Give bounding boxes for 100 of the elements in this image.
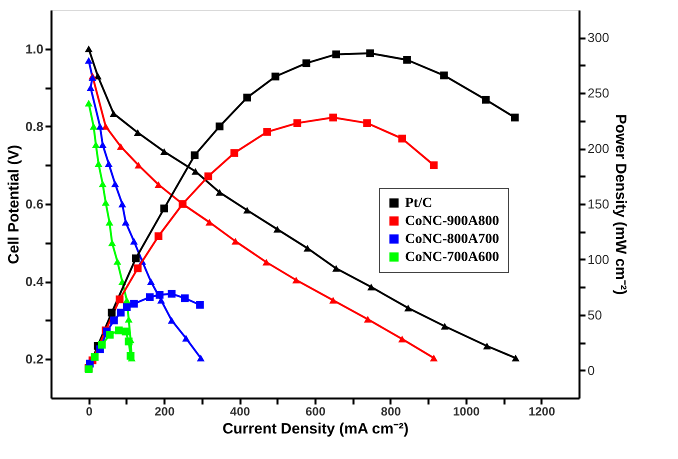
point — [192, 168, 200, 175]
point — [130, 300, 138, 308]
legend-label: Pt/C — [405, 196, 432, 211]
point — [292, 276, 300, 284]
point — [106, 218, 114, 226]
point — [190, 151, 199, 160]
point — [94, 160, 102, 167]
point — [134, 162, 142, 169]
legend-label: CoNC-900A800 — [405, 214, 500, 229]
y2-tick-label: 200 — [588, 141, 610, 156]
y-tick-label: 0.2 — [25, 352, 44, 367]
x-tick-label: 1200 — [528, 404, 556, 418]
point — [403, 56, 411, 64]
point — [332, 50, 340, 58]
point — [134, 129, 142, 136]
point — [511, 114, 519, 122]
point — [160, 148, 168, 155]
y-tick-label: 0.8 — [25, 118, 44, 134]
x-axis-title: Current Density (mA cm⁻²) — [222, 420, 409, 438]
point — [398, 336, 406, 342]
point — [366, 49, 374, 58]
legend-label: CoNC-800A700 — [405, 232, 500, 247]
point — [262, 258, 270, 266]
point — [243, 206, 251, 214]
y2-axis-title: Power Density (mW cm⁻²) — [612, 114, 630, 295]
y-axis-title: Cell Potential (V) — [5, 144, 22, 264]
x-tick-label: 200 — [154, 404, 175, 418]
point — [512, 354, 520, 362]
point — [92, 141, 100, 148]
point — [116, 143, 125, 150]
x-tick-label: 800 — [380, 404, 402, 418]
point — [482, 96, 490, 104]
point — [230, 149, 238, 157]
y2-tick-label: 300 — [588, 30, 610, 46]
point — [130, 238, 138, 245]
point — [124, 316, 133, 323]
point — [84, 57, 93, 64]
point — [110, 316, 118, 324]
x-tick-label: 0 — [86, 404, 93, 418]
y2-tick-label: 50 — [588, 307, 602, 322]
point — [122, 218, 130, 226]
point — [206, 218, 214, 226]
point — [108, 239, 116, 246]
point — [304, 244, 312, 252]
x-tick-label: 600 — [305, 404, 326, 418]
y2-tick-label: 100 — [588, 252, 610, 267]
point — [104, 160, 113, 167]
y-tick-label: 0.4 — [25, 274, 44, 290]
point — [84, 100, 93, 106]
point — [98, 180, 107, 188]
point — [116, 295, 124, 304]
point — [196, 354, 205, 362]
point — [134, 264, 142, 272]
point — [132, 254, 140, 262]
point — [126, 352, 134, 360]
point — [293, 119, 302, 127]
point — [86, 84, 94, 91]
point — [90, 123, 98, 130]
point — [182, 334, 190, 342]
point — [263, 128, 271, 136]
point — [168, 317, 176, 324]
point — [404, 304, 412, 312]
point — [364, 316, 372, 323]
point — [216, 122, 224, 130]
point — [332, 265, 340, 272]
point — [430, 354, 438, 362]
point — [243, 94, 251, 102]
point — [96, 123, 104, 130]
point — [146, 293, 154, 301]
point — [272, 72, 280, 80]
point — [363, 119, 371, 127]
point — [440, 72, 448, 80]
point — [168, 290, 176, 298]
point — [118, 200, 126, 208]
point — [156, 291, 164, 299]
point — [108, 308, 116, 317]
point — [84, 45, 93, 52]
point — [440, 322, 449, 330]
x-tick-label: 400 — [230, 404, 250, 418]
point — [160, 204, 168, 212]
point — [114, 258, 122, 265]
point — [273, 226, 282, 233]
y2-tick-label: 250 — [588, 86, 610, 101]
legend-label: CoNC-700A600 — [405, 250, 500, 265]
point — [90, 353, 99, 361]
point — [98, 141, 107, 148]
point — [102, 123, 110, 130]
y2-tick-label: 150 — [588, 196, 610, 212]
point — [122, 328, 130, 336]
point — [430, 161, 438, 170]
x-tick-label: 1000 — [453, 404, 480, 418]
y2-tick-label: 0 — [588, 362, 595, 378]
point — [106, 330, 114, 339]
point — [204, 172, 212, 180]
point — [98, 340, 106, 349]
point — [147, 278, 155, 285]
point — [196, 301, 204, 309]
point — [216, 189, 224, 196]
point — [398, 134, 406, 142]
point — [154, 181, 162, 188]
